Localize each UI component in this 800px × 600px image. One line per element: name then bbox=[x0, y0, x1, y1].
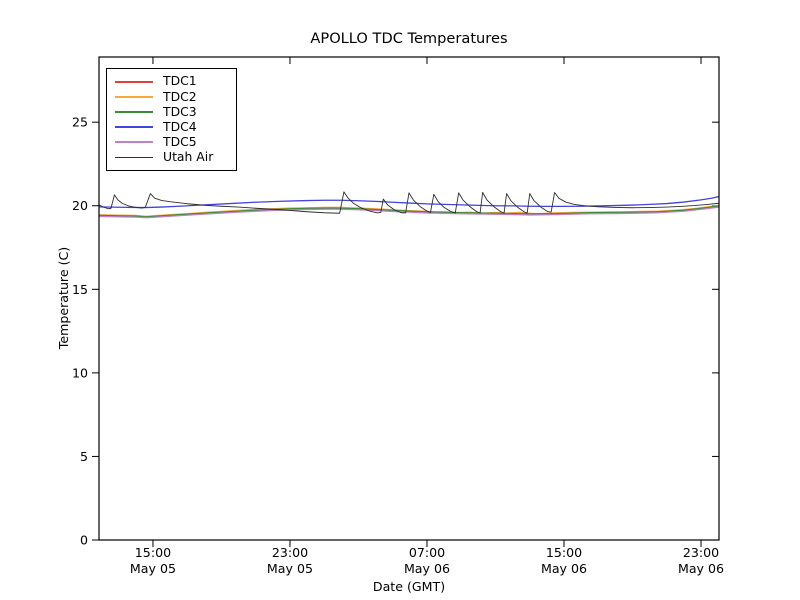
x-tick-time: 15:00 bbox=[546, 545, 582, 560]
legend-entry: TDC4 bbox=[115, 120, 230, 135]
x-tick-date: May 06 bbox=[541, 561, 587, 576]
legend-label: TDC2 bbox=[163, 88, 197, 104]
series-line-tdc5 bbox=[99, 206, 719, 219]
legend: TDC1 TDC2 TDC3 TDC4 TDC5 Utah Air bbox=[106, 68, 237, 172]
x-tick-date: May 06 bbox=[404, 561, 450, 576]
series-line-tdc3 bbox=[99, 205, 719, 218]
legend-line-swatch bbox=[115, 141, 153, 144]
legend-entry: TDC3 bbox=[115, 104, 230, 119]
legend-entry: TDC5 bbox=[115, 135, 230, 150]
series-line-tdc4 bbox=[99, 195, 719, 209]
series-line-utah-air bbox=[99, 191, 719, 214]
y-tick-label: 15 bbox=[72, 282, 88, 297]
legend-line-swatch bbox=[115, 126, 153, 129]
legend-line-swatch bbox=[115, 157, 153, 159]
axes-frame bbox=[98, 56, 720, 541]
x-tick-time: 07:00 bbox=[409, 545, 445, 560]
legend-entry: TDC2 bbox=[115, 89, 230, 104]
legend-entry: TDC1 bbox=[115, 74, 230, 89]
y-tick-label: 20 bbox=[72, 198, 88, 213]
x-axis-label: Date (GMT) bbox=[372, 579, 446, 594]
x-tick-time: 23:00 bbox=[272, 545, 308, 560]
x-tick-date: May 05 bbox=[130, 561, 176, 576]
legend-label: TDC4 bbox=[163, 118, 197, 134]
y-tick-label: 5 bbox=[80, 449, 88, 464]
y-tick-label: 0 bbox=[80, 533, 88, 548]
y-axis-label: Temperature (C) bbox=[56, 246, 72, 350]
legend-entry: Utah Air bbox=[115, 150, 230, 165]
legend-line-swatch bbox=[115, 110, 153, 113]
legend-label: Utah Air bbox=[163, 149, 214, 165]
legend-label: TDC5 bbox=[163, 134, 197, 150]
series-group bbox=[99, 191, 719, 219]
legend-label: TDC1 bbox=[163, 73, 197, 89]
y-tick-label: 10 bbox=[72, 365, 88, 380]
x-tick-date: May 05 bbox=[267, 561, 313, 576]
legend-label: TDC3 bbox=[163, 103, 197, 119]
legend-line-swatch bbox=[115, 95, 153, 98]
x-tick-date: May 06 bbox=[678, 561, 724, 576]
x-tick-time: 23:00 bbox=[683, 545, 719, 560]
legend-line-swatch bbox=[115, 80, 153, 83]
x-tick-time: 15:00 bbox=[135, 545, 171, 560]
y-tick-label: 25 bbox=[72, 115, 88, 130]
chart-title: APOLLO TDC Temperatures bbox=[310, 30, 508, 47]
